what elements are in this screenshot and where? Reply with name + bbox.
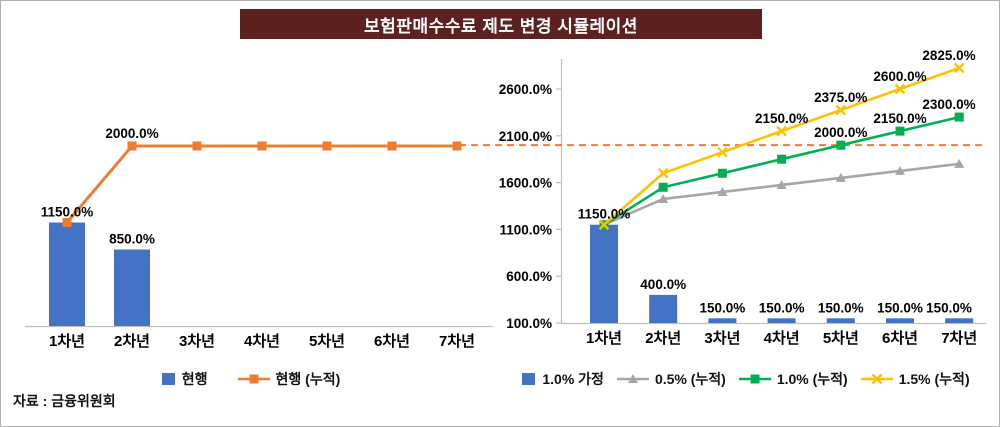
svg-text:100.0%: 100.0% [506, 316, 552, 331]
page-title: 보험판매수수료 제도 변경 시뮬레이션 [364, 16, 638, 36]
legend-label: 현행 (누적) [275, 371, 341, 387]
left-chart-legend: 현행 현행 (누적) [11, 369, 491, 389]
legend-1pct-assumption: 1.0% 가정 [522, 369, 604, 389]
legend-label: 1.0% 가정 [542, 371, 604, 387]
svg-text:150.0%: 150.0% [926, 300, 972, 315]
svg-text:150.0%: 150.0% [700, 300, 746, 315]
legend-label: 1.0% (누적) [776, 371, 848, 387]
svg-text:1차년: 1차년 [586, 330, 622, 347]
svg-text:4차년: 4차년 [244, 333, 280, 350]
svg-text:4차년: 4차년 [764, 330, 800, 347]
line-square-swatch-icon [738, 372, 771, 386]
legend-current-cumulative: 현행 (누적) [237, 369, 341, 389]
svg-text:1600.0%: 1600.0% [499, 176, 552, 191]
title-banner: 보험판매수수료 제도 변경 시뮬레이션 [240, 9, 762, 39]
svg-text:2차년: 2차년 [114, 333, 150, 350]
source-note: 자료 : 금융위원회 [13, 393, 116, 409]
legend-1pct-cumulative: 1.0% (누적) [738, 369, 848, 389]
svg-text:2150.0%: 2150.0% [755, 111, 808, 126]
svg-text:7차년: 7차년 [439, 333, 475, 350]
svg-text:2600.0%: 2600.0% [873, 69, 926, 84]
legend-1-5pct-cumulative: 1.5% (누적) [860, 369, 970, 389]
svg-text:3차년: 3차년 [704, 330, 740, 347]
svg-text:2차년: 2차년 [645, 330, 681, 347]
svg-text:2300.0%: 2300.0% [922, 97, 975, 112]
svg-text:5차년: 5차년 [823, 330, 859, 347]
svg-text:2100.0%: 2100.0% [499, 129, 552, 144]
bar-swatch-icon [522, 372, 536, 386]
svg-text:1100.0%: 1100.0% [499, 222, 552, 237]
bar-swatch-icon [161, 372, 176, 386]
svg-text:6차년: 6차년 [882, 330, 918, 347]
svg-text:2825.0%: 2825.0% [922, 48, 975, 63]
svg-text:5차년: 5차년 [309, 333, 345, 350]
svg-text:1차년: 1차년 [49, 333, 85, 350]
svg-text:400.0%: 400.0% [640, 277, 686, 292]
legend-label: 0.5% (누적) [654, 371, 726, 387]
svg-text:2600.0%: 2600.0% [499, 82, 552, 97]
svg-text:2000.0%: 2000.0% [105, 126, 158, 141]
right-chart-legend: 1.0% 가정 0.5% (누적) 1.0% (누적) 1.5% (누적) [496, 369, 996, 389]
legend-label: 현행 [181, 371, 208, 387]
svg-text:1150.0%: 1150.0% [41, 205, 94, 220]
legend-0-5pct-cumulative: 0.5% (누적) [616, 369, 726, 389]
legend-current: 현행 [161, 369, 208, 389]
svg-text:7차년: 7차년 [941, 330, 977, 347]
svg-text:1150.0%: 1150.0% [578, 207, 631, 222]
svg-text:150.0%: 150.0% [877, 300, 923, 315]
svg-text:600.0%: 600.0% [506, 269, 552, 284]
svg-text:850.0%: 850.0% [109, 232, 155, 247]
svg-text:6차년: 6차년 [374, 333, 410, 350]
line-triangle-swatch-icon [616, 372, 649, 386]
line-x-swatch-icon [860, 372, 893, 386]
svg-text:2150.0%: 2150.0% [873, 111, 926, 126]
svg-text:3차년: 3차년 [179, 333, 215, 350]
svg-text:150.0%: 150.0% [818, 300, 864, 315]
svg-text:2375.0%: 2375.0% [814, 90, 867, 105]
legend-label: 1.5% (누적) [898, 371, 970, 387]
svg-text:150.0%: 150.0% [759, 300, 805, 315]
line-square-swatch-icon [237, 372, 270, 386]
svg-text:2000.0%: 2000.0% [814, 125, 867, 140]
